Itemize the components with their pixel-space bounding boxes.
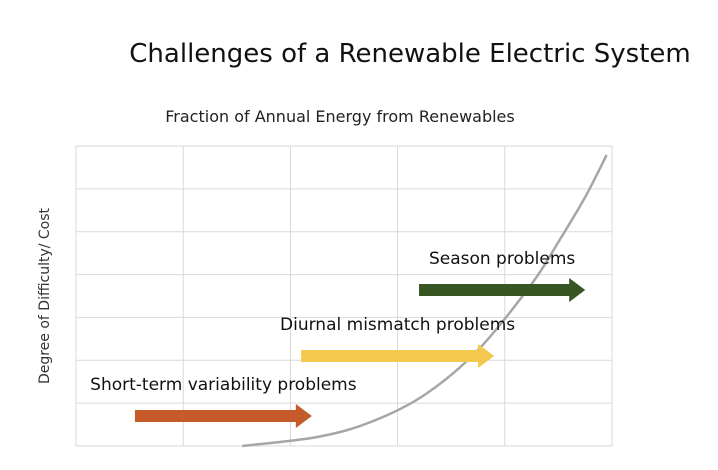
annotation-label: Season problems [429, 249, 575, 269]
annotation-1: Diurnal mismatch problems [280, 315, 515, 368]
annotation-arrow [134, 404, 312, 428]
curve-layer [242, 154, 608, 448]
annotation-label: Short-term variability problems [90, 375, 357, 395]
grid [75, 145, 613, 447]
annotation-arrow [301, 344, 495, 368]
annotations: Short-term variability problems Diurnal m… [90, 249, 586, 428]
y-axis-label: Degree of Difficulty/ Cost [37, 207, 53, 384]
chart-subtitle: Fraction of Annual Energy from Renewable… [165, 107, 514, 126]
annotation-2: Season problems [419, 249, 586, 302]
annotation-label: Diurnal mismatch problems [280, 315, 515, 335]
annotation-arrow [419, 278, 586, 302]
difficulty-curve [242, 154, 608, 448]
chart-title: Challenges of a Renewable Electric Syste… [129, 39, 690, 69]
annotation-0: Short-term variability problems [90, 375, 357, 428]
